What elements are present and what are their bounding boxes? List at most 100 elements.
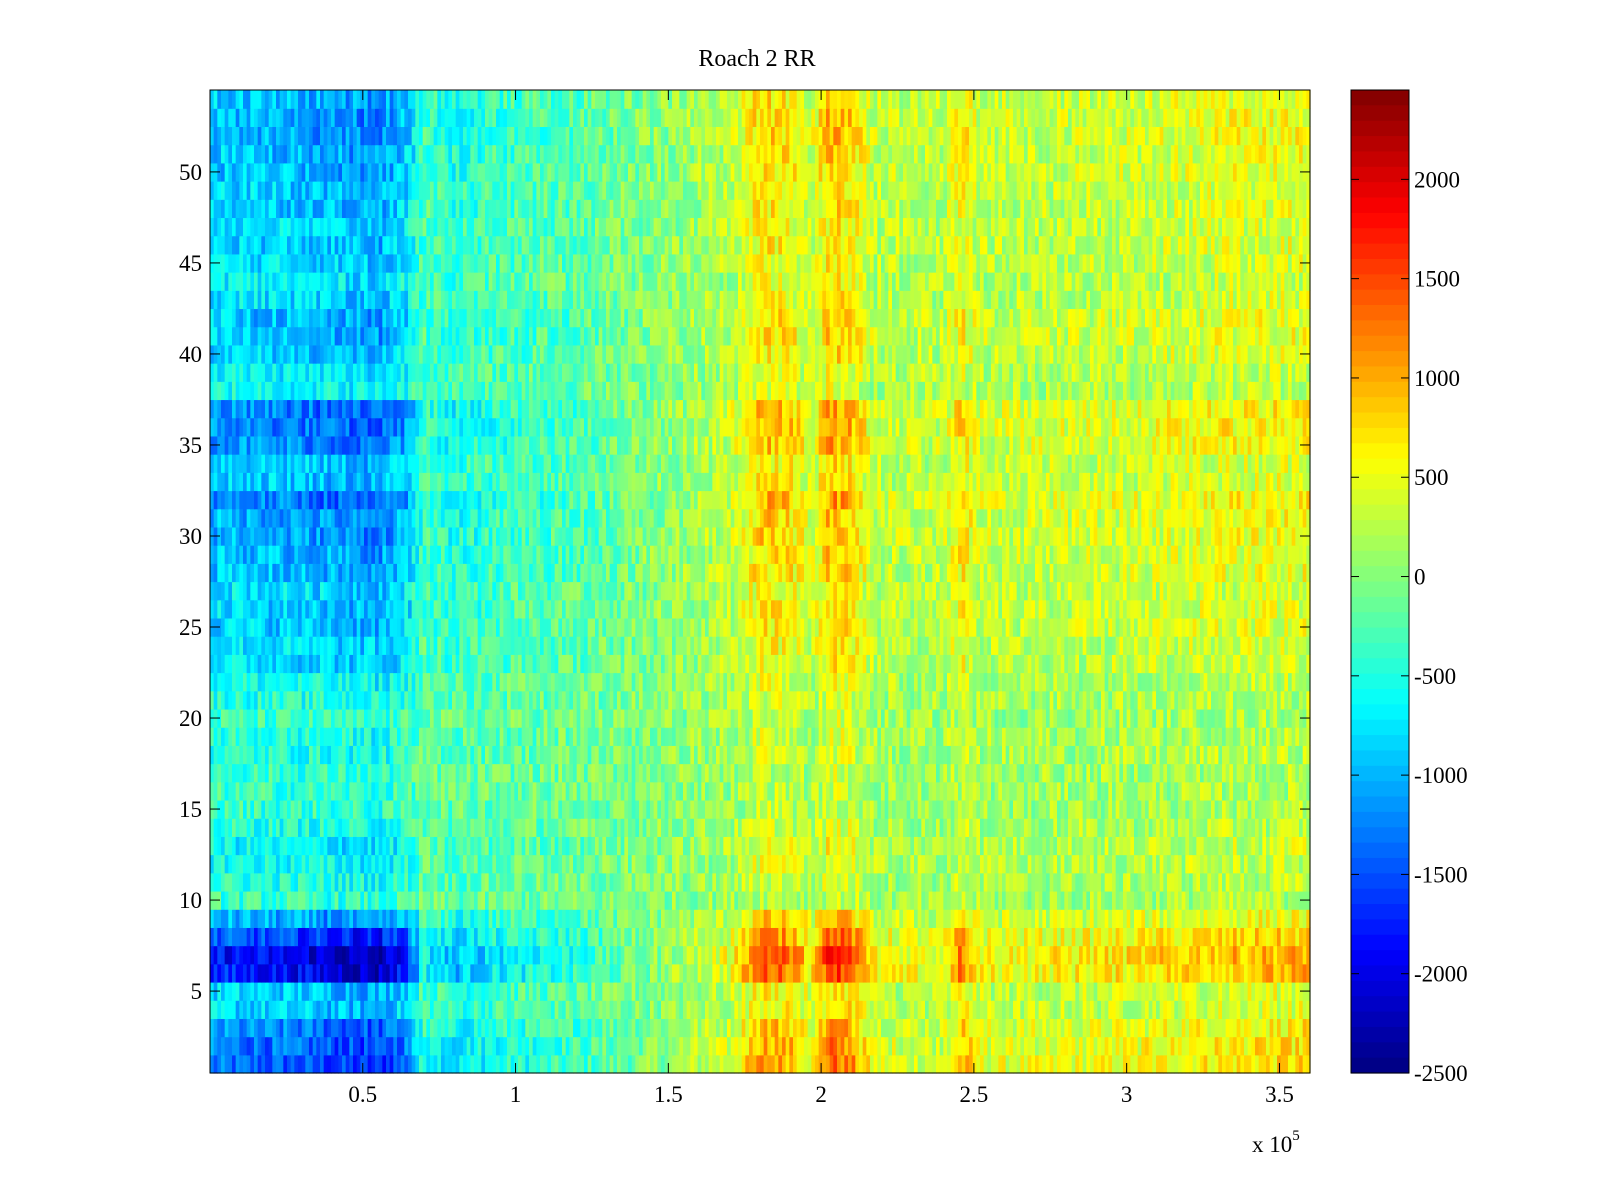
heatmap-cell xyxy=(1137,927,1142,947)
heatmap-cell xyxy=(899,1054,904,1074)
heatmap-cell xyxy=(584,1000,589,1019)
heatmap-cell xyxy=(807,890,812,910)
heatmap-cell xyxy=(936,963,941,983)
heatmap-cell xyxy=(767,981,772,1001)
heatmap-cell xyxy=(353,781,358,801)
heatmap-cell xyxy=(419,799,424,819)
heatmap-cell xyxy=(686,818,691,837)
heatmap-cell xyxy=(378,872,383,892)
heatmap-cell xyxy=(221,909,226,928)
heatmap-cell xyxy=(371,963,376,983)
heatmap-cell xyxy=(540,927,545,947)
heatmap-cell xyxy=(452,781,457,801)
heatmap-cell xyxy=(1255,1036,1260,1056)
heatmap-cell xyxy=(334,763,339,783)
heatmap-cell xyxy=(525,763,530,783)
heatmap-cell xyxy=(771,945,776,965)
heatmap-cell xyxy=(257,1054,262,1074)
heatmap-cell xyxy=(510,963,515,983)
heatmap-cell xyxy=(547,763,552,783)
heatmap-cell xyxy=(668,763,673,783)
heatmap-cell xyxy=(1130,981,1135,1001)
heatmap-cell xyxy=(386,890,391,910)
heatmap-cell xyxy=(529,818,534,837)
heatmap-cell xyxy=(488,945,493,965)
heatmap-cell xyxy=(910,818,915,837)
heatmap-cell xyxy=(617,763,622,783)
heatmap-cell xyxy=(1027,890,1032,910)
heatmap-cell xyxy=(903,909,908,928)
heatmap-cell xyxy=(1024,836,1029,856)
heatmap-cell xyxy=(375,872,380,892)
heatmap-cell xyxy=(228,981,233,1001)
heatmap-cell xyxy=(477,1018,482,1038)
heatmap-cell xyxy=(1002,909,1007,928)
heatmap-cell xyxy=(430,836,435,856)
heatmap-cell xyxy=(312,854,317,874)
heatmap-cell xyxy=(496,799,501,819)
heatmap-cell xyxy=(598,945,603,965)
heatmap-cell xyxy=(246,945,251,965)
heatmap-cell xyxy=(232,1036,237,1056)
heatmap-cell xyxy=(327,1018,332,1038)
heatmap-cell xyxy=(921,1054,926,1074)
heatmap-cell xyxy=(1046,799,1051,819)
heatmap-cell xyxy=(529,909,534,928)
heatmap-cell xyxy=(411,981,416,1001)
heatmap-cell xyxy=(1277,963,1282,983)
heatmap-cell xyxy=(349,909,354,928)
heatmap-cell xyxy=(1097,818,1102,837)
heatmap-cell xyxy=(807,963,812,983)
heatmap-cell xyxy=(1306,818,1311,837)
heatmap-cell xyxy=(1273,1018,1278,1038)
heatmap-cell xyxy=(840,818,845,837)
heatmap-cell xyxy=(1035,818,1040,837)
heatmap-cell xyxy=(1038,927,1043,947)
heatmap-cell xyxy=(888,836,893,856)
heatmap-cell xyxy=(679,854,684,874)
heatmap-cell xyxy=(727,836,732,856)
heatmap-cell xyxy=(822,909,827,928)
heatmap-cell xyxy=(650,1054,655,1074)
heatmap-cell xyxy=(1262,927,1267,947)
heatmap-cell xyxy=(815,1018,820,1038)
heatmap-cell xyxy=(1269,909,1274,928)
heatmap-cell xyxy=(1174,818,1179,837)
heatmap-cell xyxy=(796,781,801,801)
heatmap-cell xyxy=(1258,909,1263,928)
heatmap-cell xyxy=(554,927,559,947)
heatmap-cell xyxy=(1214,872,1219,892)
heatmap-cell xyxy=(228,872,233,892)
heatmap-cell xyxy=(1159,1054,1164,1074)
heatmap-cell xyxy=(327,945,332,965)
heatmap-cell xyxy=(1288,854,1293,874)
heatmap-cell xyxy=(1236,963,1241,983)
heatmap-cell xyxy=(1236,945,1241,965)
heatmap-cell xyxy=(723,927,728,947)
heatmap-cell xyxy=(1090,781,1095,801)
heatmap-cell xyxy=(1255,927,1260,947)
heatmap-cell xyxy=(976,945,981,965)
heatmap-cell xyxy=(1101,909,1106,928)
heatmap-cell xyxy=(917,836,922,856)
heatmap-cell xyxy=(1115,963,1120,983)
heatmap-cell xyxy=(1280,818,1285,837)
heatmap-cell xyxy=(1196,1036,1201,1056)
heatmap-cell xyxy=(481,872,486,892)
heatmap-cell xyxy=(683,763,688,783)
heatmap-cell xyxy=(888,909,893,928)
heatmap-cell xyxy=(899,1018,904,1038)
heatmap-cell xyxy=(782,818,787,837)
heatmap-cell xyxy=(954,854,959,874)
heatmap-cell xyxy=(624,836,629,856)
heatmap-cell xyxy=(301,1036,306,1056)
heatmap-cell xyxy=(624,1000,629,1019)
heatmap-cell xyxy=(404,781,409,801)
heatmap-cell xyxy=(1262,854,1267,874)
heatmap-cell xyxy=(822,981,827,1001)
heatmap-cell xyxy=(1130,781,1135,801)
heatmap-cell xyxy=(969,927,974,947)
heatmap-cell xyxy=(312,945,317,965)
heatmap-cell xyxy=(1218,781,1223,801)
heatmap-cell xyxy=(664,945,669,965)
